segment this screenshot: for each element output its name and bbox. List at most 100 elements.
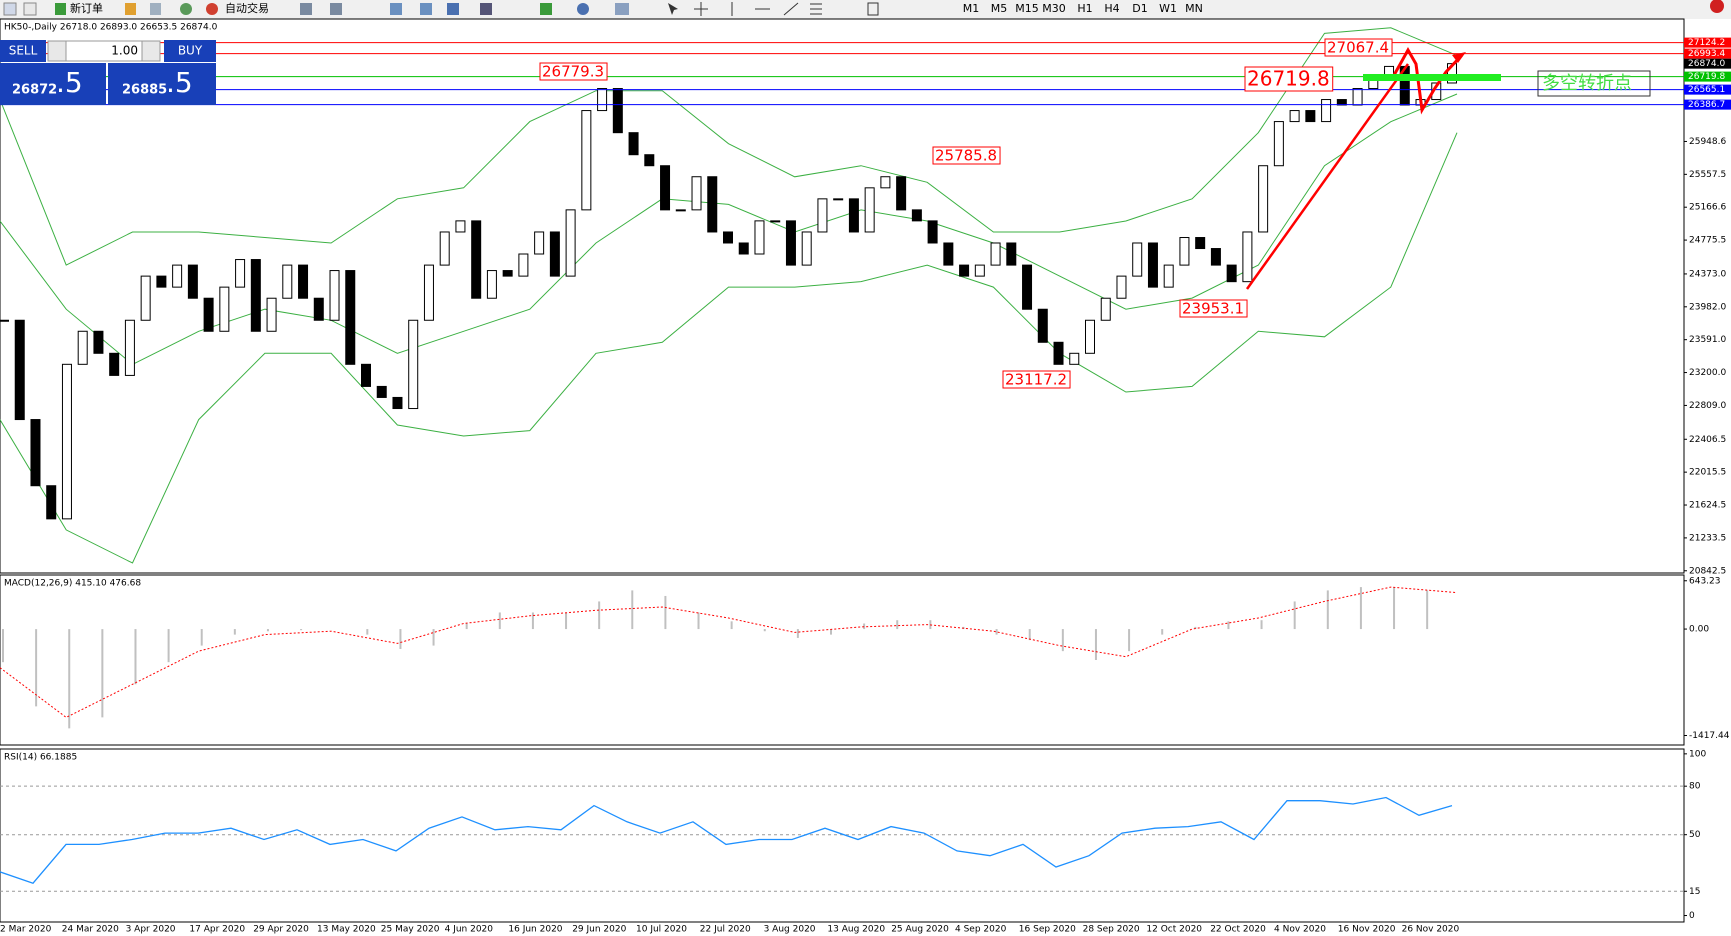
- y-tick-label: 22015.5: [1689, 468, 1726, 478]
- candle: [109, 352, 120, 376]
- icon[interactable]: [300, 3, 312, 15]
- icon[interactable]: [420, 3, 432, 15]
- new-order[interactable]: 新订单: [70, 1, 103, 15]
- x-tick-label: 4 Sep 2020: [955, 925, 1007, 935]
- x-tick-label: 13 May 2020: [317, 925, 376, 935]
- timeframe[interactable]: H1: [1077, 2, 1092, 15]
- candle: [345, 270, 356, 365]
- candle: [1258, 165, 1269, 233]
- candle: [455, 220, 466, 233]
- candle: [817, 198, 828, 233]
- x-tick-label: 2 Mar 2020: [0, 925, 52, 935]
- candle: [140, 275, 151, 321]
- icon[interactable]: [615, 3, 629, 15]
- candle: [565, 209, 576, 277]
- annotation-box: [1179, 299, 1248, 318]
- price-label: 26386.7: [1688, 100, 1725, 110]
- annotation: 26779.3: [542, 63, 604, 81]
- lot-value[interactable]: 1.00: [111, 44, 138, 58]
- ask-tail[interactable]: .5: [166, 66, 193, 99]
- y-tick-label: 21233.5: [1689, 533, 1726, 543]
- lot-up[interactable]: [141, 40, 161, 62]
- ask-price[interactable]: 26885: [122, 83, 167, 98]
- candle: [1100, 297, 1111, 321]
- indicator-title: RSI(14) 66.1885: [4, 753, 77, 763]
- icon[interactable]: [180, 3, 192, 15]
- candle: [1242, 231, 1253, 283]
- zigzag-arrow: [1391, 46, 1464, 115]
- timeframe[interactable]: M15: [1015, 2, 1039, 15]
- timeframe[interactable]: H4: [1104, 2, 1119, 15]
- buy-button[interactable]: [164, 40, 216, 62]
- x-tick-label: 29 Jun 2020: [572, 925, 626, 935]
- price-label-box: [1684, 58, 1731, 69]
- icon[interactable]: [125, 3, 136, 15]
- signal-line: [0, 586, 1458, 718]
- icon[interactable]: [3, 2, 17, 16]
- x-tick-label: 10 Jul 2020: [636, 925, 687, 935]
- icon[interactable]: [390, 3, 402, 15]
- icon[interactable]: [480, 3, 492, 15]
- bollinger-band: [0, 132, 1458, 564]
- sell-label[interactable]: SELL: [9, 44, 38, 58]
- icon[interactable]: [577, 3, 589, 15]
- icon[interactable]: [206, 3, 218, 15]
- x-tick-label: 16 Nov 2020: [1338, 925, 1396, 935]
- rsi-pane: [0, 748, 1685, 923]
- candle: [1273, 121, 1284, 167]
- candle: [1305, 110, 1316, 123]
- cursor-tool[interactable]: [668, 3, 678, 15]
- candle: [864, 187, 875, 233]
- y-tick-label: 21624.5: [1689, 501, 1726, 511]
- x-tick-label: 13 Aug 2020: [827, 925, 885, 935]
- icon[interactable]: [447, 3, 459, 15]
- y-tick-label: 25557.5: [1689, 170, 1726, 180]
- ask-box[interactable]: [108, 63, 216, 105]
- lot-down[interactable]: [47, 40, 67, 62]
- price-label: 26565.1: [1688, 85, 1725, 95]
- candle: [408, 319, 419, 410]
- annotation-box: [1002, 370, 1071, 389]
- timeframe[interactable]: MN: [1185, 2, 1203, 15]
- trendline-tool[interactable]: [783, 2, 799, 16]
- candle: [439, 231, 450, 266]
- candle: [61, 363, 72, 520]
- text-tool[interactable]: [867, 2, 879, 16]
- x-tick-label: 4 Jun 2020: [445, 925, 494, 935]
- auto-trading[interactable]: 自动交易: [225, 1, 269, 15]
- candle: [471, 220, 482, 299]
- channel-tool[interactable]: [810, 3, 822, 15]
- icon[interactable]: [330, 3, 342, 15]
- timeframe[interactable]: M30: [1042, 2, 1066, 15]
- icon[interactable]: [150, 3, 161, 15]
- bid-tail[interactable]: .5: [56, 66, 83, 99]
- bid-box[interactable]: [0, 63, 106, 105]
- buy-label[interactable]: BUY: [178, 44, 203, 58]
- icon[interactable]: [55, 3, 66, 15]
- bid-price[interactable]: 26872: [12, 83, 57, 98]
- x-tick-label: 22 Oct 2020: [1210, 925, 1266, 935]
- trend-arrow: [1245, 63, 1410, 290]
- crosshair-tool[interactable]: [694, 2, 708, 16]
- icon[interactable]: [23, 2, 37, 16]
- candle: [1022, 264, 1033, 310]
- x-tick-label: 22 Jul 2020: [700, 925, 751, 935]
- candle: [597, 88, 608, 112]
- candle: [770, 220, 781, 223]
- candle: [313, 297, 324, 321]
- price-label: 26874.0: [1688, 59, 1725, 69]
- candle: [1210, 248, 1221, 266]
- candle: [172, 264, 183, 288]
- sell-button[interactable]: [0, 40, 46, 62]
- candle: [707, 176, 718, 233]
- timeframe[interactable]: D1: [1132, 2, 1147, 15]
- x-tick-label: 17 Apr 2020: [189, 925, 245, 935]
- timeframe[interactable]: M5: [991, 2, 1008, 15]
- candle: [1147, 242, 1158, 288]
- price-label-box: [1684, 48, 1731, 59]
- timeframe[interactable]: M1: [963, 2, 980, 15]
- icon[interactable]: [540, 3, 552, 15]
- timeframe[interactable]: W1: [1159, 2, 1177, 15]
- candle: [14, 319, 25, 421]
- alert-icon[interactable]: [1710, 0, 1724, 13]
